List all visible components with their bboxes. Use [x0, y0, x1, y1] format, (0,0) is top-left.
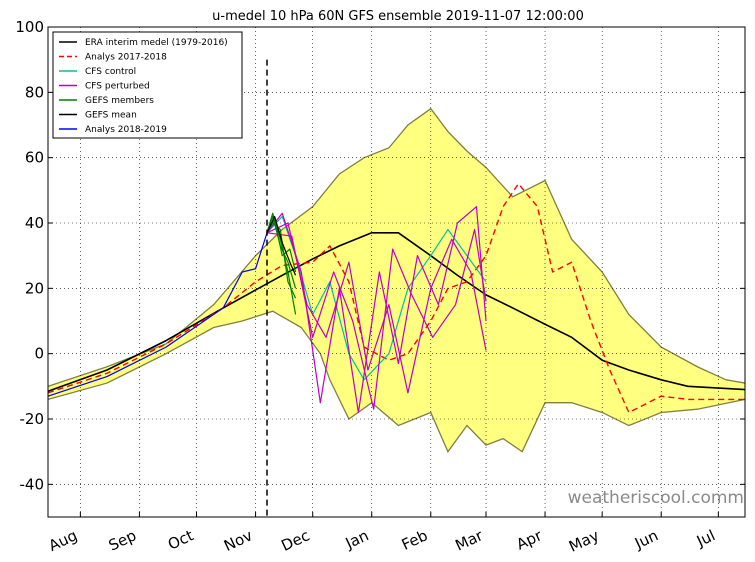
x-tick-label: Feb [399, 526, 431, 554]
legend-label: Analys 2018-2019 [85, 125, 167, 135]
legend-label: GEFS mean [85, 111, 137, 121]
y-tick-label: -40 [20, 475, 45, 493]
series-analys-2018-2019 [47, 232, 268, 397]
series-gefs-mean [266, 215, 297, 276]
series-cfs-perturbed [266, 228, 487, 410]
y-tick-label: 60 [25, 149, 44, 167]
x-tick-label: Aug [46, 526, 80, 555]
x-tick-label: May [566, 526, 602, 555]
series-analys-2017-2018 [47, 183, 745, 414]
series-era-interim-medel-1979-2016 [47, 232, 746, 392]
envelope-upper-edge [47, 107, 746, 387]
legend-box [52, 31, 243, 139]
y-tick-label: 100 [15, 18, 44, 36]
x-tick-label: Nov [221, 526, 255, 555]
y-tick-label: 40 [25, 214, 44, 232]
legend-label: GEFS members [85, 96, 154, 106]
ensemble-envelope [48, 108, 745, 452]
legend: ERA interim medel (1979-2016) Analys 2017… [52, 31, 243, 139]
y-tick-label: 0 [34, 345, 44, 363]
plot-frame [47, 26, 746, 518]
y-tick-label: 20 [25, 279, 44, 297]
legend-label: CFS perturbed [85, 82, 150, 92]
series-cfs-perturbed [266, 206, 487, 414]
x-tick-label: Dec [278, 526, 312, 555]
envelope-lower-edge [47, 310, 746, 453]
series-gefs-members [266, 222, 297, 299]
plot-area: 100 80 60 40 20 0 -20 -40 Aug Sep Oct Nov Dec Jan Feb M… [15, 18, 746, 556]
y-tick-label: -20 [20, 410, 45, 428]
watermark: weatheriscool.comm [568, 488, 744, 508]
x-tick-label: Jul [693, 526, 718, 550]
x-tick-label: Sep [106, 526, 139, 554]
x-tick-label: Jun [631, 526, 661, 553]
x-tick-label: Jan [342, 526, 371, 553]
series-cfs-perturbed [266, 222, 487, 394]
x-tick-label: Apr [514, 526, 546, 554]
chart-title: u-medel 10 hPa 60N GFS ensemble 2019-11-… [212, 9, 584, 24]
legend-label: ERA interim medel (1979-2016) [85, 38, 228, 48]
x-tick-label: Oct [165, 526, 196, 553]
x-tick-label: Mar [452, 526, 486, 555]
legend-label: CFS control [85, 67, 136, 77]
legend-label: Analys 2017-2018 [85, 53, 167, 63]
y-tick-label: 80 [25, 83, 44, 101]
